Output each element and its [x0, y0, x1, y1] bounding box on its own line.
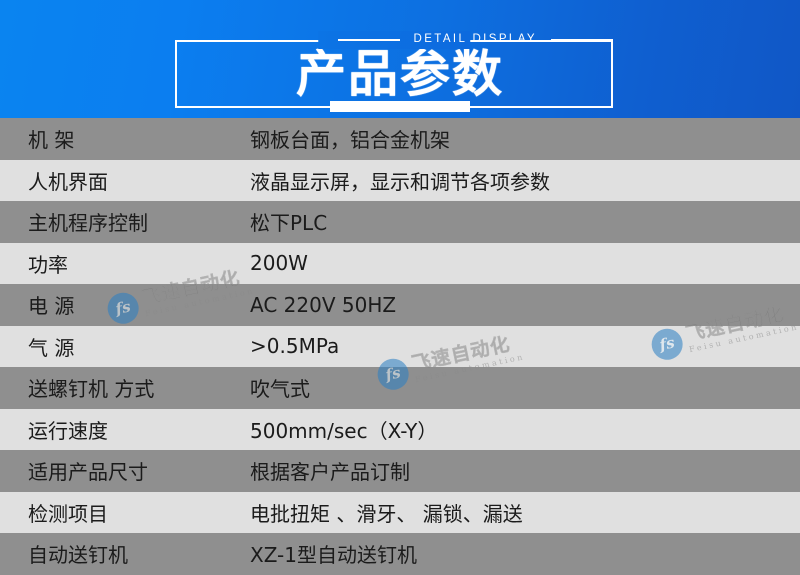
spec-label: 人机界面 — [28, 169, 108, 194]
spec-label: 功率 — [28, 252, 68, 277]
spec-value: 根据客户产品订制 — [250, 460, 410, 485]
spec-label: 主机程序控制 — [28, 211, 148, 236]
spec-label: 机 架 — [28, 128, 75, 153]
spec-value: 松下PLC — [250, 211, 328, 236]
table-row: 人机界面 液晶显示屏，显示和调节各项参数 — [0, 159, 800, 201]
table-row: 运行速度 500mm/sec（X-Y） — [0, 408, 800, 450]
table-row: 气 源 >0.5MPa — [0, 325, 800, 367]
spec-value: 200W — [250, 251, 308, 276]
spec-label: 送螺钉机 方式 — [28, 377, 155, 402]
spec-value: >0.5MPa — [250, 334, 340, 359]
spec-label: 自动送钉机 — [28, 543, 128, 568]
hero-bottom-tab — [330, 101, 470, 112]
spec-value: 钢板台面，铝合金机架 — [250, 128, 450, 153]
spec-label: 气 源 — [28, 335, 75, 360]
hero-banner: DETAIL DISPLAY 产品参数 — [0, 0, 800, 118]
table-row: 自动送钉机 XZ-1型自动送钉机 — [0, 533, 800, 575]
spec-value: 液晶显示屏，显示和调节各项参数 — [250, 169, 550, 194]
spec-label: 电 源 — [28, 294, 75, 319]
spec-value: 吹气式 — [250, 377, 310, 402]
table-row: 主机程序控制 松下PLC — [0, 201, 800, 243]
table-row: 功率 200W — [0, 242, 800, 284]
table-row: 电 源 AC 220V 50HZ — [0, 284, 800, 326]
eyebrow-label: DETAIL DISPLAY — [413, 33, 537, 46]
spec-label: 运行速度 — [28, 418, 108, 443]
page-title: 产品参数 — [296, 45, 504, 103]
table-row: 适用产品尺寸 根据客户产品订制 — [0, 450, 800, 492]
spec-value: 500mm/sec（X-Y） — [250, 418, 438, 443]
table-row: 送螺钉机 方式 吹气式 — [0, 367, 800, 409]
spec-value: XZ-1型自动送钉机 — [250, 543, 417, 568]
eyebrow-line-left — [337, 39, 400, 41]
spec-value: 电批扭矩 、滑牙、 漏锁、漏送 — [250, 501, 523, 526]
table-row: 检测项目 电批扭矩 、滑牙、 漏锁、漏送 — [0, 491, 800, 533]
spec-label: 检测项目 — [28, 501, 108, 526]
spec-table: 机 架 钢板台面，铝合金机架人机界面 液晶显示屏，显示和调节各项参数主机程序控制 松下… — [0, 118, 800, 575]
table-row: 机 架 钢板台面，铝合金机架 — [0, 118, 800, 160]
hero-eyebrow: DETAIL DISPLAY — [175, 31, 613, 49]
eyebrow-line-right — [551, 39, 613, 41]
spec-label: 适用产品尺寸 — [28, 460, 148, 485]
spec-value: AC 220V 50HZ — [250, 292, 397, 317]
